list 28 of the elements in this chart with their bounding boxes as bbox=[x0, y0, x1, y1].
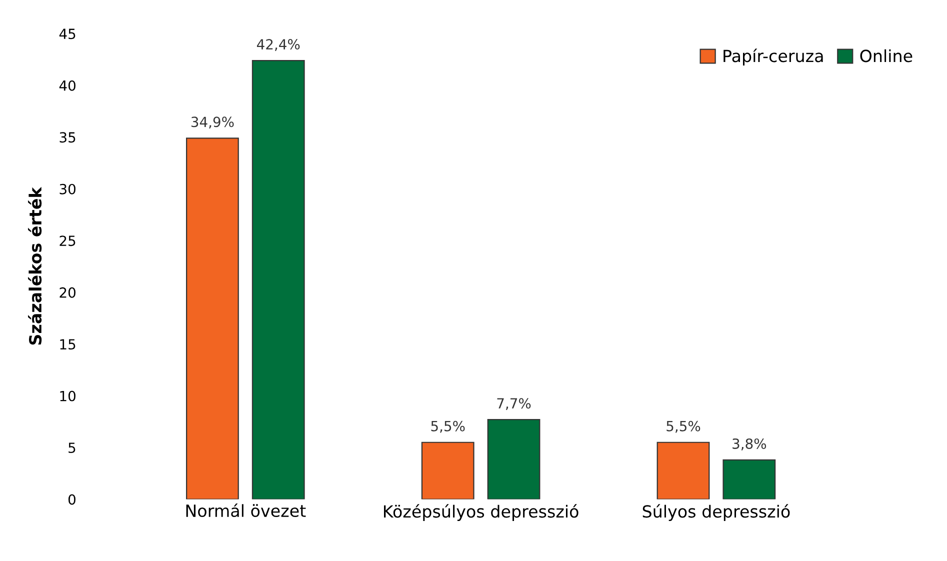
x-tick-label: Súlyos depresszió bbox=[642, 504, 790, 521]
bar bbox=[656, 442, 710, 500]
y-tick-label: 15 bbox=[60, 339, 76, 350]
y-tick-label: 40 bbox=[59, 80, 76, 91]
data-label: 3,8% bbox=[732, 438, 766, 450]
bar bbox=[252, 60, 305, 500]
data-label: 34,9% bbox=[191, 116, 234, 129]
data-label: 7,7% bbox=[497, 398, 531, 410]
y-tick-label: 0 bbox=[68, 494, 76, 505]
y-tick-label: 10 bbox=[60, 390, 76, 402]
y-tick-label: 35 bbox=[60, 132, 76, 143]
y-tick-label: 45 bbox=[59, 28, 76, 40]
bar bbox=[722, 459, 776, 500]
legend-label: Papír-ceruza bbox=[724, 48, 823, 66]
bar bbox=[487, 419, 540, 500]
legend-label: Online bbox=[860, 49, 912, 62]
data-label: 42,4% bbox=[256, 39, 300, 51]
y-axis-title: Százalékos érték bbox=[28, 186, 42, 345]
y-tick-label: 20 bbox=[60, 287, 76, 298]
bar bbox=[186, 138, 239, 500]
bar bbox=[421, 442, 474, 500]
data-label: 5,5% bbox=[666, 420, 700, 433]
y-tick-label: 30 bbox=[60, 184, 76, 194]
y-tick-label: 25 bbox=[60, 236, 76, 246]
data-label: 5,5% bbox=[431, 420, 465, 433]
x-tick-label: Középsúlyos depresszió bbox=[384, 504, 578, 521]
y-tick-label: 5 bbox=[68, 442, 76, 454]
x-tick-label: Normál övezet bbox=[186, 503, 306, 518]
